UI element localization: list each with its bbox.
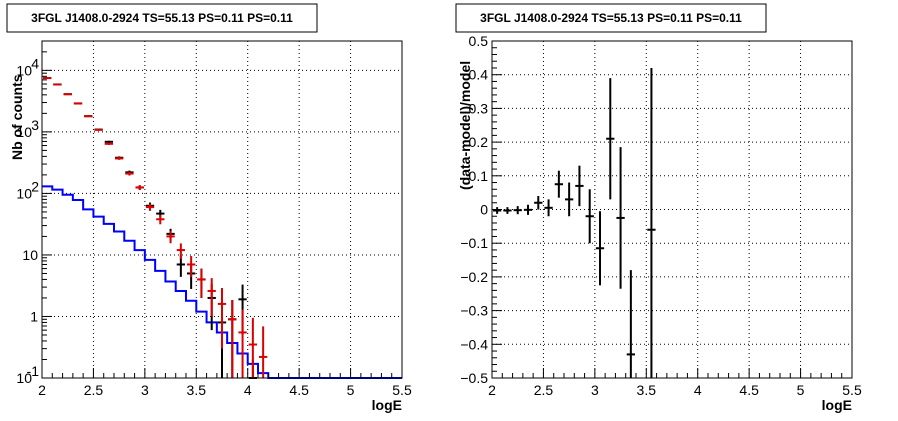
left-marks [42,77,402,379]
y-tick-label: 10 [22,247,38,263]
right-marks [493,67,656,378]
left-x-axis-label: logE [372,397,402,413]
left-y-axis-label: Nb of counts [9,74,25,160]
y-tick-label: 0.3 [469,100,489,116]
y-tick-label: 10 [16,62,32,78]
left-grid [42,41,402,378]
x-tick-label: 4 [694,382,702,398]
x-tick-label: 2 [488,382,496,398]
right-grid [492,41,852,378]
y-tick-exponent: 4 [31,55,39,71]
y-tick-label: 1 [30,308,38,324]
x-tick-label: 5 [347,382,355,398]
x-tick-label: 4 [244,382,252,398]
y-tick-label: −0.1 [460,235,488,251]
y-tick-label: 0.1 [469,168,489,184]
x-tick-label: 2.5 [534,382,554,398]
y-tick-exponent: 3 [31,117,39,133]
x-tick-label: 3 [141,382,149,398]
x-tick-label: 5.5 [392,382,412,398]
y-tick-label: 0 [480,202,488,218]
y-tick-label: 0.4 [469,67,489,83]
y-tick-label: 10 [16,124,32,140]
x-tick-label: 5 [797,382,805,398]
right-x-axis-label: logE [822,397,852,413]
left-panel: 3FGL J1408.0-2924 TS=55.13 PS=0.11 PS=0.… [6,3,412,413]
x-tick-label: 2 [38,382,46,398]
x-tick-label: 3 [591,382,599,398]
y-tick-label: −0.4 [460,336,488,352]
right-chart-title: 3FGL J1408.0-2924 TS=55.13 PS=0.11 PS=0.… [480,11,742,25]
y-tick-label: 10 [16,370,32,386]
y-tick-label: −0.2 [460,269,488,285]
y-tick-label: 0.2 [469,134,489,150]
x-tick-label: 5.5 [842,382,862,398]
x-tick-label: 4.5 [739,382,759,398]
left-title-box [6,3,318,33]
right-ticks: 2 2.5 3 3.5 4 4.5 5 5.5 −0.5 −0.4 −0.3 −0.2 −0.1 0 0.1… [460,33,862,398]
x-tick-label: 3.5 [637,382,657,398]
y-tick-label: −0.5 [460,370,488,386]
x-tick-label: 4.5 [289,382,309,398]
y-tick-label: 10 [16,185,32,201]
y-tick-label: 0.5 [469,33,489,49]
y-tick-exponent: 2 [31,178,39,194]
right-y-axis-label: (data-model)/model [457,61,473,190]
x-tick-label: 2.5 [84,382,104,398]
left-chart-title: 3FGL J1408.0-2924 TS=55.13 PS=0.11 PS=0.… [31,11,293,25]
right-title-box [455,3,767,33]
y-tick-exponent: -1 [27,363,40,379]
y-tick-label: −0.3 [460,303,488,319]
right-panel: 3FGL J1408.0-2924 TS=55.13 PS=0.11 PS=0.… [455,3,862,413]
x-tick-label: 3.5 [187,382,207,398]
left-plot-frame [41,40,403,379]
